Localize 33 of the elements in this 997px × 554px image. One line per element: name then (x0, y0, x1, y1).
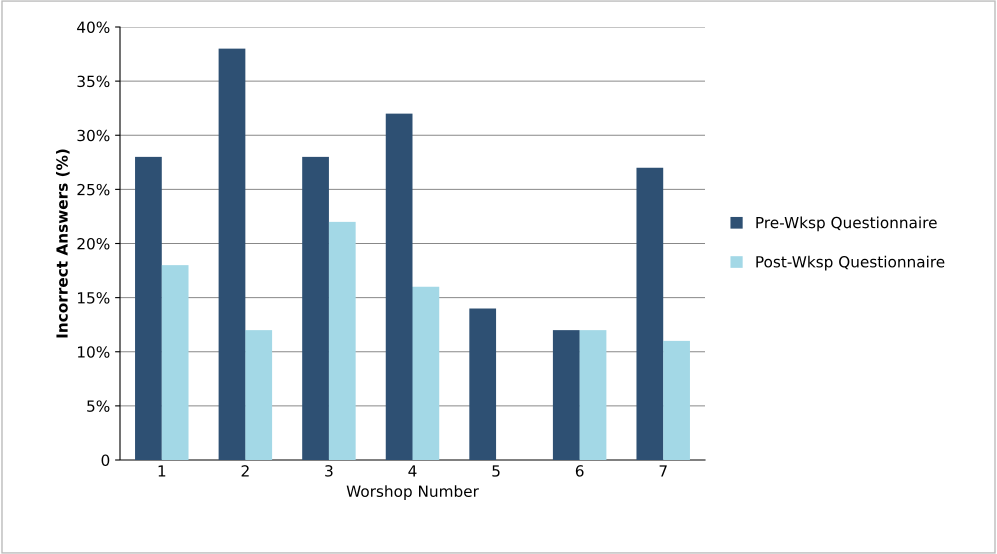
bar (162, 265, 189, 460)
bar (245, 330, 272, 460)
bar (328, 222, 356, 460)
x-tick-label: 1 (158, 465, 166, 476)
y-axis-title: Incorrect Answers (%) (56, 149, 70, 338)
legend-label: Post-Wksp Questionnaire (756, 256, 944, 271)
x-tick-label: 6 (576, 465, 584, 477)
bar (135, 156, 162, 460)
bar (412, 286, 440, 460)
y-tick-label: 0 (102, 454, 110, 466)
y-tick-label: 25% (77, 184, 110, 196)
x-tick-label: 4 (408, 465, 417, 476)
x-tick-label: 3 (325, 465, 333, 477)
bar (580, 330, 606, 460)
y-tick-label: 20% (77, 238, 110, 250)
bar (663, 340, 690, 460)
y-tick-label: 10% (78, 346, 110, 358)
y-tick-label: 15% (78, 292, 110, 304)
legend-label: Pre-Wksp Questionnaire (756, 216, 937, 232)
x-axis-title: Worshop Number (346, 485, 479, 500)
y-tick-label: 40% (77, 21, 110, 34)
y-tick-label: 35% (77, 76, 110, 88)
x-tick-label: 7 (660, 465, 667, 476)
x-tick-label: 5 (492, 465, 500, 477)
bar (552, 330, 580, 460)
bar (636, 168, 664, 460)
bar (218, 48, 246, 460)
bar (386, 114, 412, 460)
y-tick-label: 5% (87, 400, 110, 412)
bar (302, 156, 329, 460)
bar (469, 308, 496, 460)
x-tick-label: 2 (242, 465, 249, 476)
y-tick-label: 30% (77, 130, 110, 142)
